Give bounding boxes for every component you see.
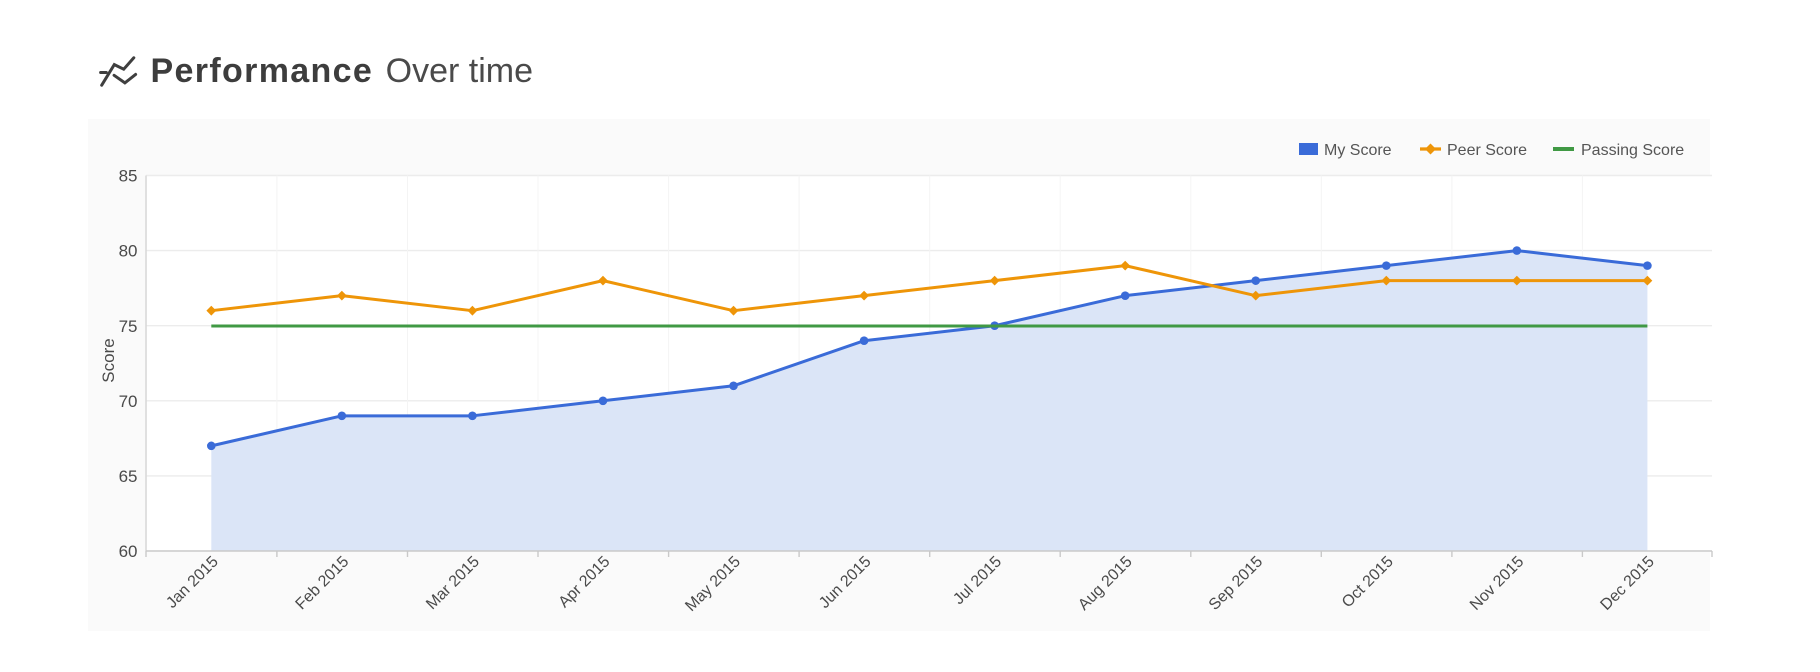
svg-text:Sep 2015: Sep 2015	[1206, 553, 1267, 614]
svg-text:65: 65	[119, 467, 138, 486]
svg-text:Jul 2015: Jul 2015	[950, 553, 1005, 608]
svg-text:Score: Score	[99, 338, 118, 382]
svg-text:Feb 2015: Feb 2015	[293, 553, 353, 613]
svg-text:85: 85	[119, 167, 138, 186]
svg-text:Passing Score: Passing Score	[1581, 142, 1684, 159]
svg-text:Jun 2015: Jun 2015	[816, 553, 875, 612]
svg-text:60: 60	[119, 542, 138, 561]
svg-text:Apr 2015: Apr 2015	[556, 553, 614, 611]
svg-text:75: 75	[119, 317, 138, 336]
svg-text:70: 70	[119, 392, 138, 411]
svg-text:May 2015: May 2015	[682, 553, 744, 615]
svg-text:Nov 2015: Nov 2015	[1467, 553, 1528, 614]
svg-text:My Score: My Score	[1324, 142, 1392, 159]
svg-text:Aug 2015: Aug 2015	[1075, 553, 1136, 614]
svg-text:Jan 2015: Jan 2015	[163, 553, 222, 612]
svg-text:80: 80	[119, 242, 138, 261]
svg-text:Dec 2015: Dec 2015	[1597, 553, 1658, 614]
svg-text:Mar 2015: Mar 2015	[423, 553, 483, 613]
svg-text:Peer Score: Peer Score	[1447, 142, 1527, 159]
svg-text:Oct 2015: Oct 2015	[1339, 553, 1397, 611]
